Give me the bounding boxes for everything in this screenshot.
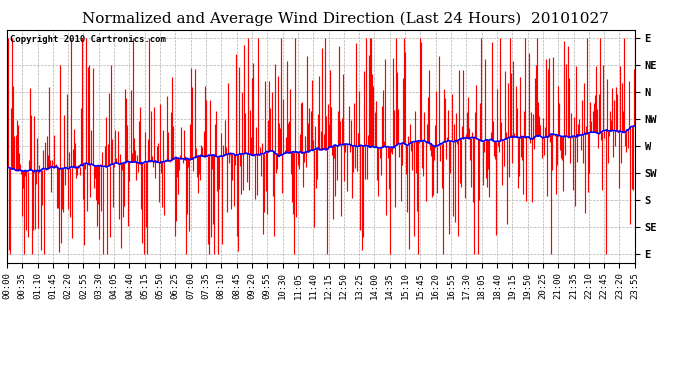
Text: Copyright 2010 Cartronics.com: Copyright 2010 Cartronics.com [10,34,166,44]
Text: Normalized and Average Wind Direction (Last 24 Hours)  20101027: Normalized and Average Wind Direction (L… [81,11,609,26]
